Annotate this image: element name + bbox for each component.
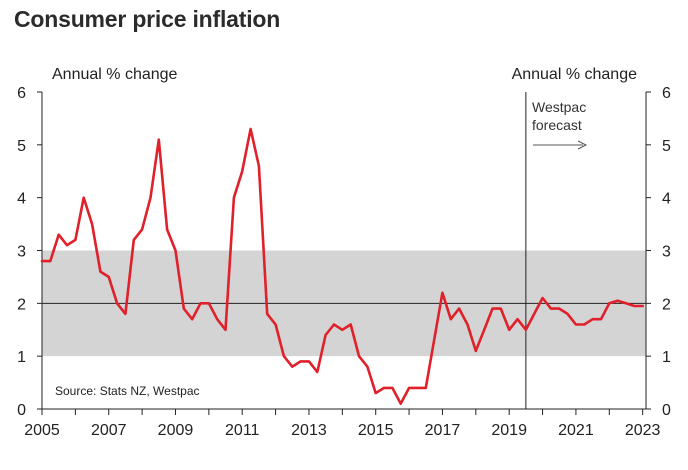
x-tick-label: 2007 [91, 422, 127, 439]
axes-layer: 0 0 1 1 2 2 3 3 4 4 5 5 6 6 2005 2007 2009 2011 2013 2015 20… [17, 85, 671, 439]
labels-layer: Annual % change Annual % change Westpac … [52, 66, 637, 398]
y-tick-label-left: 5 [17, 138, 26, 155]
y-tick-label-left: 0 [17, 402, 26, 419]
y-axis-title-right: Annual % change [512, 66, 638, 83]
y-tick-label-left: 3 [17, 244, 26, 261]
y-tick-label-left: 2 [17, 296, 26, 313]
y-tick-label-right: 2 [662, 296, 671, 313]
y-tick-label-left: 4 [17, 191, 26, 208]
x-tick-label: 2013 [291, 422, 327, 439]
series-layer [40, 127, 645, 406]
forecast-label: Westpac forecast [532, 99, 590, 133]
x-tick-label: 2019 [491, 422, 527, 439]
forecast-arrow-head [577, 140, 588, 150]
y-axis-title-left: Annual % change [52, 66, 178, 83]
y-tick-label-right: 5 [662, 138, 671, 155]
y-tick-label-left: 6 [17, 85, 26, 102]
x-tick-label: 2009 [158, 422, 194, 439]
x-tick-label: 2015 [358, 422, 394, 439]
y-tick-label-right: 3 [662, 244, 671, 261]
target-band-layer [42, 250, 646, 357]
y-tick-label-right: 4 [662, 191, 671, 208]
x-tick-label: 2017 [425, 422, 461, 439]
x-tick-label: 2023 [625, 422, 661, 439]
forecast-label-line-1: Westpac [532, 99, 586, 115]
y-tick-label-right: 1 [662, 349, 671, 366]
cpi-series-line [40, 127, 645, 406]
y-tick-label-right: 0 [662, 402, 671, 419]
y-tick-label-right: 6 [662, 85, 671, 102]
y-tick-label-left: 1 [17, 349, 26, 366]
forecast-label-line-2: forecast [532, 117, 582, 133]
source-note: Source: Stats NZ, Westpac [55, 384, 200, 398]
x-tick-label: 2011 [225, 422, 260, 439]
chart-title: Consumer price inflation [14, 6, 281, 32]
x-tick-label: 2021 [558, 422, 594, 439]
x-tick-label: 2005 [24, 422, 60, 439]
